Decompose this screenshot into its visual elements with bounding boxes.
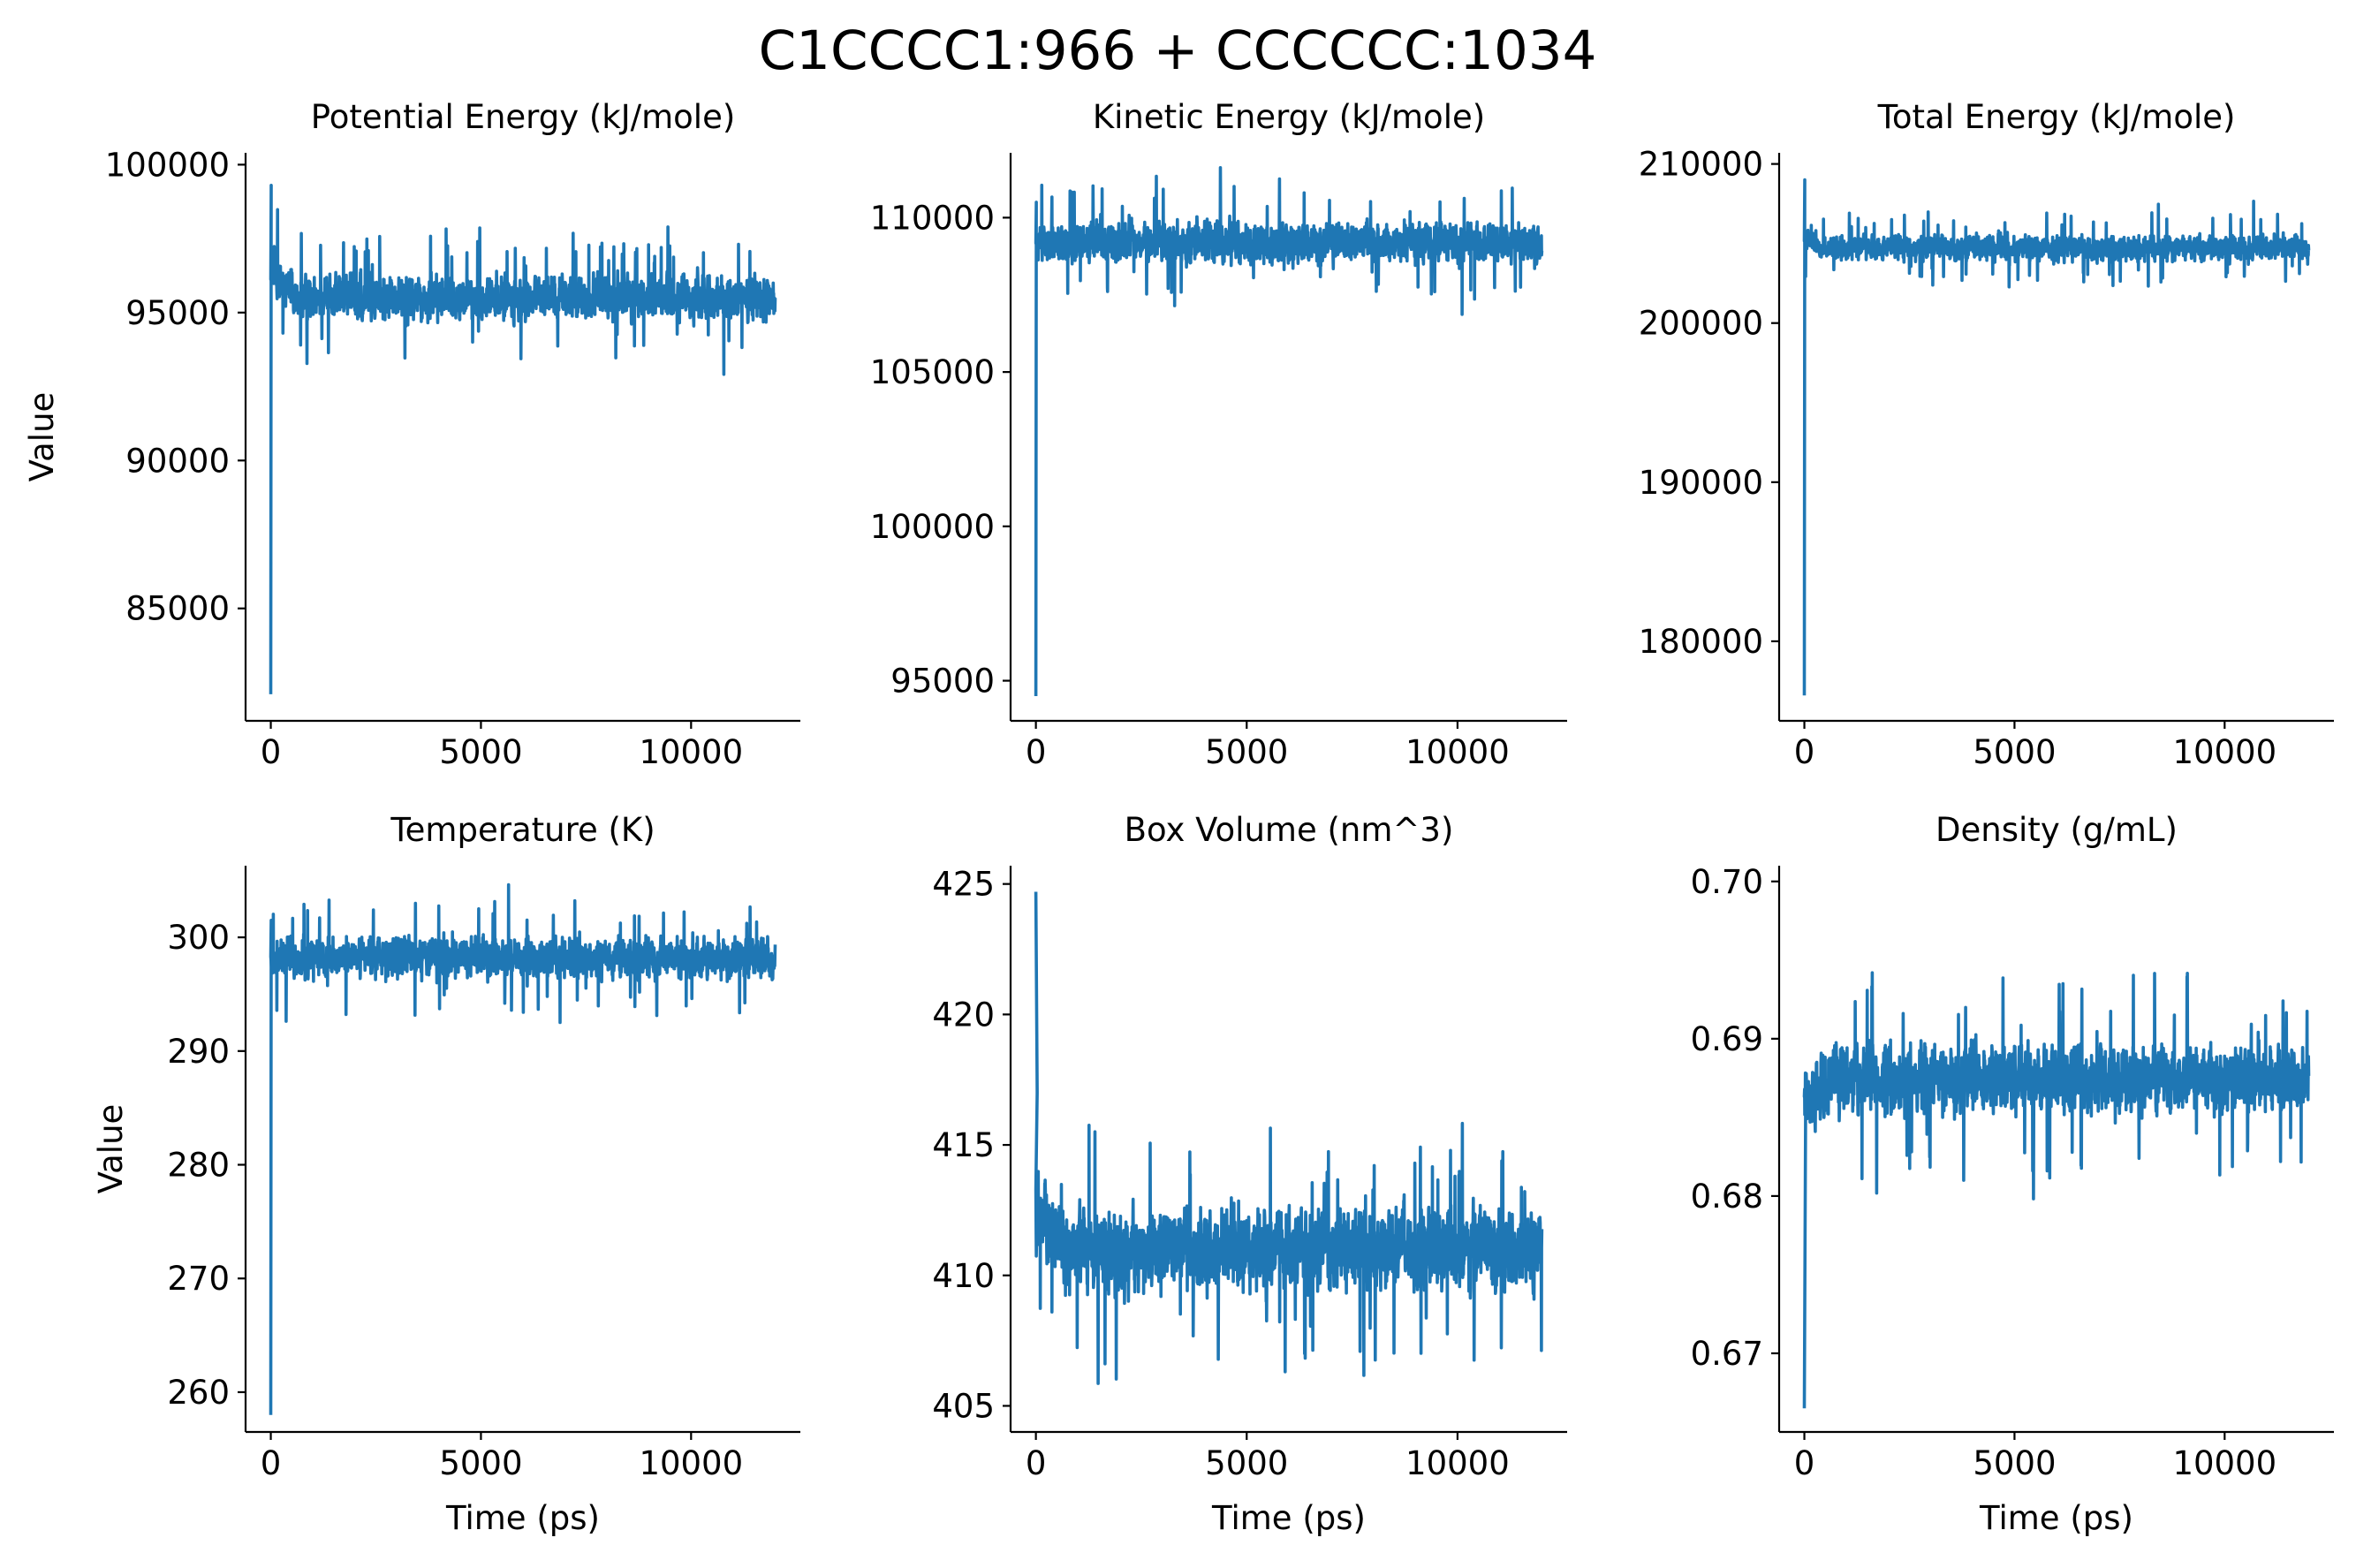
y-axis-label: Value (92, 1104, 130, 1194)
y-tick-label: 280 (167, 1147, 230, 1185)
y-axis-label: Value (23, 392, 61, 482)
series-line (269, 184, 777, 694)
y-tick-label: 405 (932, 1387, 995, 1425)
x-tick-label: 10000 (639, 733, 743, 771)
y-tick-label: 270 (167, 1260, 230, 1298)
subplot-title: Kinetic Energy (kJ/mole) (1093, 98, 1485, 136)
y-tick-label: 105000 (870, 353, 995, 391)
y-tick-label: 260 (167, 1374, 230, 1412)
y-tick-label: 95000 (890, 663, 995, 701)
y-tick-label: 0.68 (1691, 1178, 1763, 1216)
x-tick-label: 0 (1026, 1444, 1047, 1482)
x-tick-label: 0 (1026, 733, 1047, 771)
y-tick-label: 0.67 (1691, 1335, 1763, 1373)
x-tick-label: 5000 (1973, 1444, 2056, 1482)
x-tick-label: 5000 (439, 1444, 522, 1482)
series-line (1034, 891, 1544, 1385)
x-tick-label: 5000 (439, 733, 522, 771)
x-tick-label: 0 (261, 1444, 282, 1482)
series-line (1034, 166, 1544, 697)
x-tick-label: 5000 (1205, 733, 1288, 771)
y-tick-label: 85000 (125, 590, 230, 628)
y-tick-label: 95000 (125, 294, 230, 332)
y-tick-label: 415 (932, 1126, 995, 1164)
y-tick-label: 100000 (870, 508, 995, 546)
x-tick-label: 10000 (639, 1444, 743, 1482)
x-tick-label: 10000 (2172, 733, 2276, 771)
y-tick-label: 110000 (870, 199, 995, 237)
subplot-5: Box Volume (nm^3) 0 5000 10000 405 410 415 420 4… (932, 811, 1567, 1537)
subplot-1: Potential Energy (kJ/mole) 0 5000 10000 8500… (23, 98, 800, 771)
y-tick-label: 410 (932, 1257, 995, 1295)
subplot-title: Total Energy (kJ/mole) (1877, 98, 2236, 136)
y-tick-label: 0.69 (1691, 1020, 1763, 1058)
subplot-title: Density (g/mL) (1936, 811, 2178, 849)
y-tick-label: 210000 (1639, 146, 1763, 184)
x-tick-label: 0 (1794, 733, 1815, 771)
series-line (1802, 178, 2311, 696)
series-line (1802, 971, 2311, 1409)
x-axis-label: Time (ps) (445, 1499, 600, 1537)
y-tick-label: 90000 (125, 442, 230, 480)
series-line (269, 882, 777, 1415)
subplot-title: Box Volume (nm^3) (1125, 811, 1454, 849)
x-tick-label: 5000 (1205, 1444, 1288, 1482)
y-tick-label: 100000 (105, 146, 230, 184)
figure-title: C1CCCC1:966 + CCCCCC:1034 (759, 19, 1597, 82)
subplot-6: Density (g/mL) 0 5000 10000 0.67 0.68 0.69 0.70… (1691, 811, 2334, 1537)
x-tick-label: 5000 (1973, 733, 2056, 771)
subplot-title: Potential Energy (kJ/mole) (311, 98, 736, 136)
subplot-grid: Potential Energy (kJ/mole) 0 5000 10000 8500… (23, 98, 2334, 1537)
y-tick-label: 420 (932, 996, 995, 1034)
y-tick-label: 180000 (1639, 623, 1763, 661)
y-tick-label: 200000 (1639, 305, 1763, 343)
subplot-3: Total Energy (kJ/mole) 0 5000 10000 180000 19… (1639, 98, 2334, 771)
y-tick-label: 190000 (1639, 464, 1763, 502)
y-tick-label: 300 (167, 919, 230, 957)
x-tick-label: 0 (261, 733, 282, 771)
x-tick-label: 10000 (1405, 1444, 1510, 1482)
x-tick-label: 10000 (1405, 733, 1510, 771)
y-tick-label: 0.70 (1691, 863, 1763, 901)
subplot-2: Kinetic Energy (kJ/mole) 0 5000 10000 95000 1… (870, 98, 1567, 771)
x-tick-label: 0 (1794, 1444, 1815, 1482)
x-axis-label: Time (ps) (1211, 1499, 1366, 1537)
x-axis-label: Time (ps) (1979, 1499, 2133, 1537)
y-tick-label: 425 (932, 866, 995, 904)
subplot-4: Temperature (K) 0 5000 10000 260 270 280 290 300… (92, 811, 800, 1537)
subplot-title: Temperature (K) (390, 811, 655, 849)
x-tick-label: 10000 (2172, 1444, 2276, 1482)
y-tick-label: 290 (167, 1033, 230, 1071)
